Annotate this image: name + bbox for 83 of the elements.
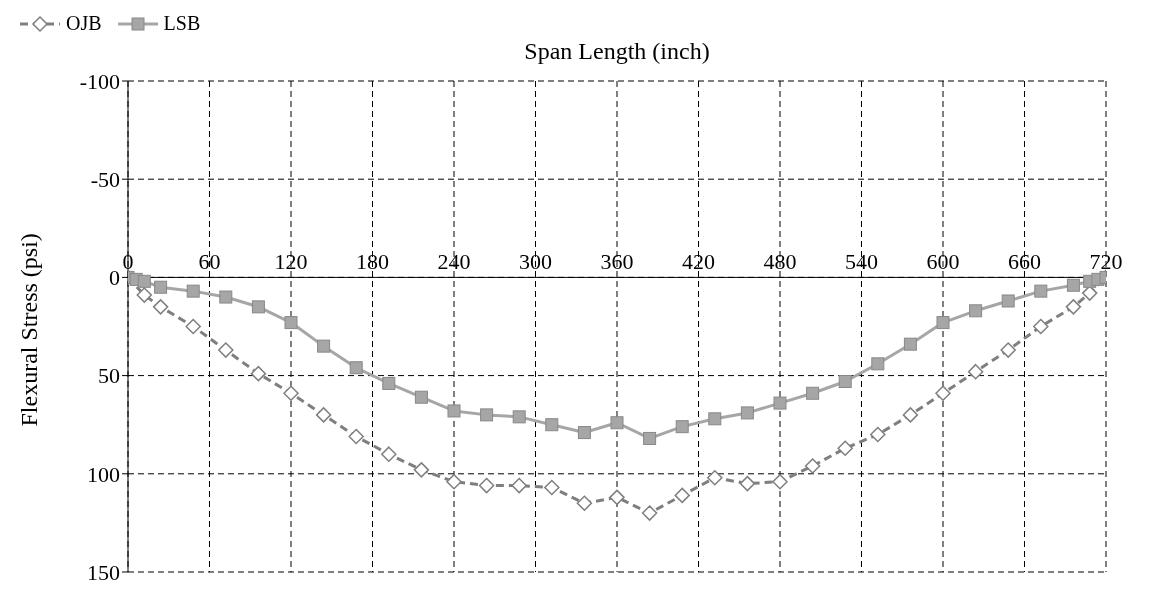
point [1033,318,1049,335]
point [643,431,657,445]
x-tick-label: 660 [1008,249,1041,275]
point [1066,278,1080,292]
point [152,299,169,315]
point [772,473,788,490]
point [969,304,983,318]
x-tick-label: 180 [356,249,389,275]
x-axis-title: Span Length (inch) [524,38,710,65]
point [935,385,951,402]
point [478,477,495,494]
point [284,316,298,330]
point [137,274,151,288]
x-tick-label: 240 [437,249,471,275]
point [576,495,593,512]
point [185,318,201,335]
point [154,280,168,294]
point [218,342,234,358]
point [447,404,461,418]
point [413,462,430,478]
point [837,440,853,457]
point [903,337,917,351]
point [381,446,397,462]
point [1065,299,1082,315]
y-tick-label: 100 [87,461,120,487]
point [739,475,756,492]
point [511,477,527,494]
point [414,390,428,404]
point [967,363,984,380]
point [806,386,820,400]
x-tick-label: 420 [682,249,715,275]
point [674,487,690,504]
point [1000,342,1016,358]
legend-label: OJB [66,12,102,35]
point [251,300,265,314]
point [610,416,624,430]
point [512,410,526,424]
point [544,479,560,496]
point [545,418,559,432]
point [480,408,494,422]
y-tick-label: 150 [87,559,120,585]
point [804,458,821,474]
point [1034,284,1048,298]
point [902,407,919,423]
point [446,473,462,490]
x-tick-label: 360 [600,249,634,275]
point [250,365,267,382]
point [577,426,591,440]
point [382,376,396,390]
legend-label: LSB [163,12,201,35]
point [871,357,885,371]
y-axis-title: Flexural Stress (psi) [15,233,42,427]
point [219,290,233,304]
y-tick-label: -50 [90,167,120,193]
point [348,428,364,445]
x-tick-label: 120 [274,249,308,275]
point [317,339,331,353]
point [870,426,886,443]
point [186,284,200,298]
point [740,406,754,420]
x-tick-label: 540 [845,249,878,275]
point [609,489,625,506]
point [773,396,787,410]
y-tick-label: -100 [79,68,120,94]
x-tick-label: 600 [926,249,960,275]
point [708,412,722,426]
x-tick-label: 60 [198,249,221,275]
point [936,316,950,330]
point [349,361,363,375]
point [675,420,689,434]
x-tick-label: 720 [1089,249,1123,275]
point [315,407,332,423]
point [707,469,723,486]
point [1081,285,1098,301]
y-tick-label: 0 [109,265,120,291]
x-tick-label: 480 [763,249,797,275]
point [1001,294,1015,308]
point [136,287,153,303]
x-tick-label: 300 [519,249,552,275]
point [641,505,658,521]
y-tick-label: 50 [98,363,120,389]
point [838,374,852,388]
point [283,385,299,402]
